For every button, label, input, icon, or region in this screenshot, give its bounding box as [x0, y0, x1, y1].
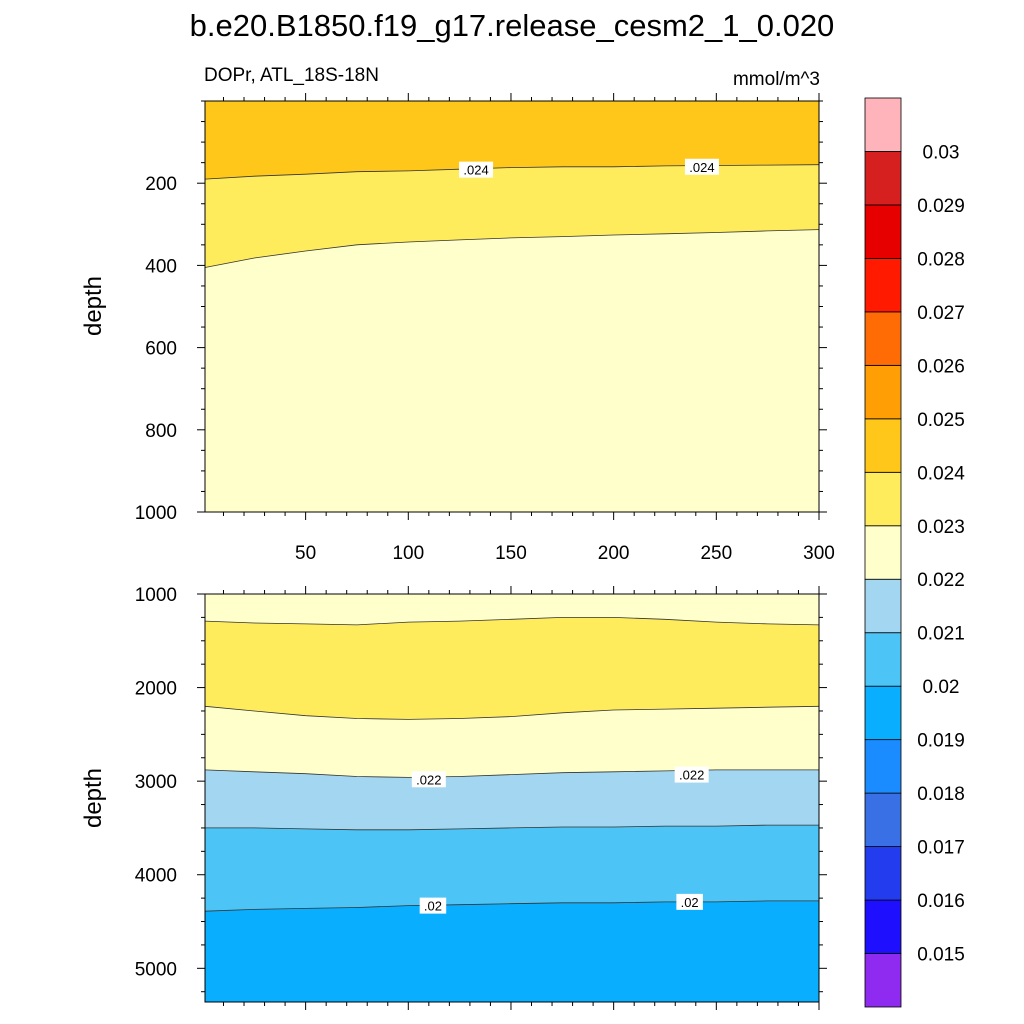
fill-region [205, 229, 819, 512]
colorbar-label: 0.021 [917, 624, 965, 645]
contour-line [204, 769, 819, 778]
colorbar-label: 0.025 [917, 410, 965, 431]
x-tick-label: 50 [295, 543, 316, 564]
contour-label-bg [459, 161, 494, 178]
colorbar-swatch [864, 846, 902, 901]
x-tick-label: 100 [392, 543, 424, 564]
colorbar-label: 0.026 [917, 356, 965, 377]
y-axis-label: depth [80, 276, 107, 336]
y-tick-label: 600 [145, 339, 177, 360]
colorbar-swatch [864, 258, 902, 313]
contour-line [205, 824, 819, 831]
units-subtitle: mmol/m^3 [733, 69, 820, 90]
contour-line [204, 617, 820, 626]
fill-region [205, 617, 819, 720]
plot-frame [204, 593, 820, 1003]
chart-title: b.e20.B1850.f19_g17.release_cesm2_1_0.02… [190, 8, 835, 43]
y-tick-label: 4000 [135, 866, 177, 887]
y-tick-label: 200 [145, 174, 177, 195]
contour-label: .022 [679, 768, 704, 783]
contour-line [204, 705, 820, 720]
colorbar-swatch [864, 739, 902, 794]
contour-label-bg [684, 158, 719, 175]
colorbar-label: 0.019 [917, 731, 965, 752]
colorbar-swatch [864, 97, 902, 152]
colorbar-swatch [864, 899, 902, 954]
colorbar-label: 0.018 [917, 784, 965, 805]
colorbar-swatch [864, 578, 902, 634]
fill-region [205, 594, 819, 625]
left-subtitle: DOPr, ATL_18S-18N [204, 65, 379, 86]
x-tick-label: 150 [495, 543, 527, 564]
fill-region [205, 706, 819, 778]
y-tick-label: 800 [145, 421, 177, 442]
x-tick-label: 300 [803, 543, 835, 564]
y-tick-label: 1000 [135, 585, 177, 606]
fill-region [205, 164, 819, 268]
colorbar-label: 0.023 [917, 517, 965, 538]
contour-label-bg [419, 897, 447, 914]
fill-region [205, 825, 819, 912]
colorbar-label: 0.02 [923, 677, 960, 698]
contour-label: .02 [424, 899, 442, 914]
colorbar-swatch [864, 685, 902, 741]
contour-label: .022 [416, 772, 441, 787]
colorbar-label: 0.027 [917, 303, 965, 324]
colorbar-swatch [864, 204, 902, 259]
colorbar-swatch [864, 792, 902, 847]
upper-panel: .024 .024 50 100 150 200 250 300 200 400 600 800 100… [80, 93, 835, 564]
contour-label-bg [676, 893, 703, 910]
x-tick-label: 250 [700, 543, 732, 564]
y-tick-label: 3000 [135, 772, 177, 793]
contour-label: .024 [463, 163, 488, 178]
colorbar-label: 0.015 [917, 945, 965, 966]
contour-label-bg [411, 771, 446, 788]
lower-panel: .022 .022 .02 .02 1000 2000 3000 4000 5000 depth [80, 585, 827, 1010]
colorbar-label: 0.016 [917, 891, 965, 912]
colorbar-label: 0.029 [917, 196, 965, 217]
y-tick-label: 400 [145, 256, 177, 277]
y-axis-label: depth [80, 768, 107, 828]
colorbar-swatch [864, 364, 902, 420]
fill-region [205, 769, 819, 830]
fill-region [205, 900, 819, 1002]
colorbar: 0.015 0.016 0.017 0.018 0.019 0.02 0.021 0.022 0… [864, 97, 965, 1008]
colorbar-swatch [864, 151, 902, 206]
contour-line [204, 229, 820, 268]
y-tick-label: 2000 [135, 679, 177, 700]
fill-region [205, 101, 819, 180]
contour-label: .02 [681, 895, 699, 910]
contour-line [204, 900, 819, 912]
colorbar-swatch [864, 525, 902, 580]
colorbar-label: 0.03 [923, 142, 960, 163]
contour-label: .024 [689, 160, 714, 175]
y-tick-label: 5000 [135, 959, 177, 980]
contour-label-bg [674, 766, 709, 783]
colorbar-swatch [864, 632, 902, 687]
colorbar-label: 0.022 [917, 570, 965, 591]
colorbar-swatch [864, 471, 902, 527]
colorbar-swatch [864, 418, 902, 473]
colorbar-label: 0.024 [917, 463, 965, 484]
x-tick-label: 200 [598, 543, 630, 564]
y-tick-label: 1000 [135, 503, 177, 524]
colorbar-swatch [864, 953, 902, 1008]
colorbar-swatch [864, 311, 902, 366]
colorbar-label: 0.017 [917, 838, 965, 859]
colorbar-label: 0.028 [917, 249, 965, 270]
